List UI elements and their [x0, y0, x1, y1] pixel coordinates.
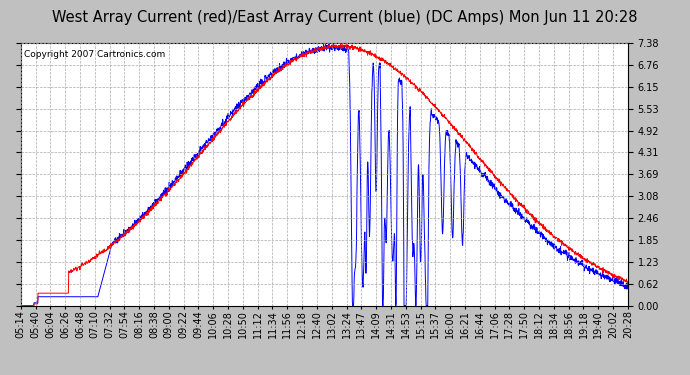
- Text: West Array Current (red)/East Array Current (blue) (DC Amps) Mon Jun 11 20:28: West Array Current (red)/East Array Curr…: [52, 10, 638, 25]
- Text: Copyright 2007 Cartronics.com: Copyright 2007 Cartronics.com: [23, 50, 165, 59]
